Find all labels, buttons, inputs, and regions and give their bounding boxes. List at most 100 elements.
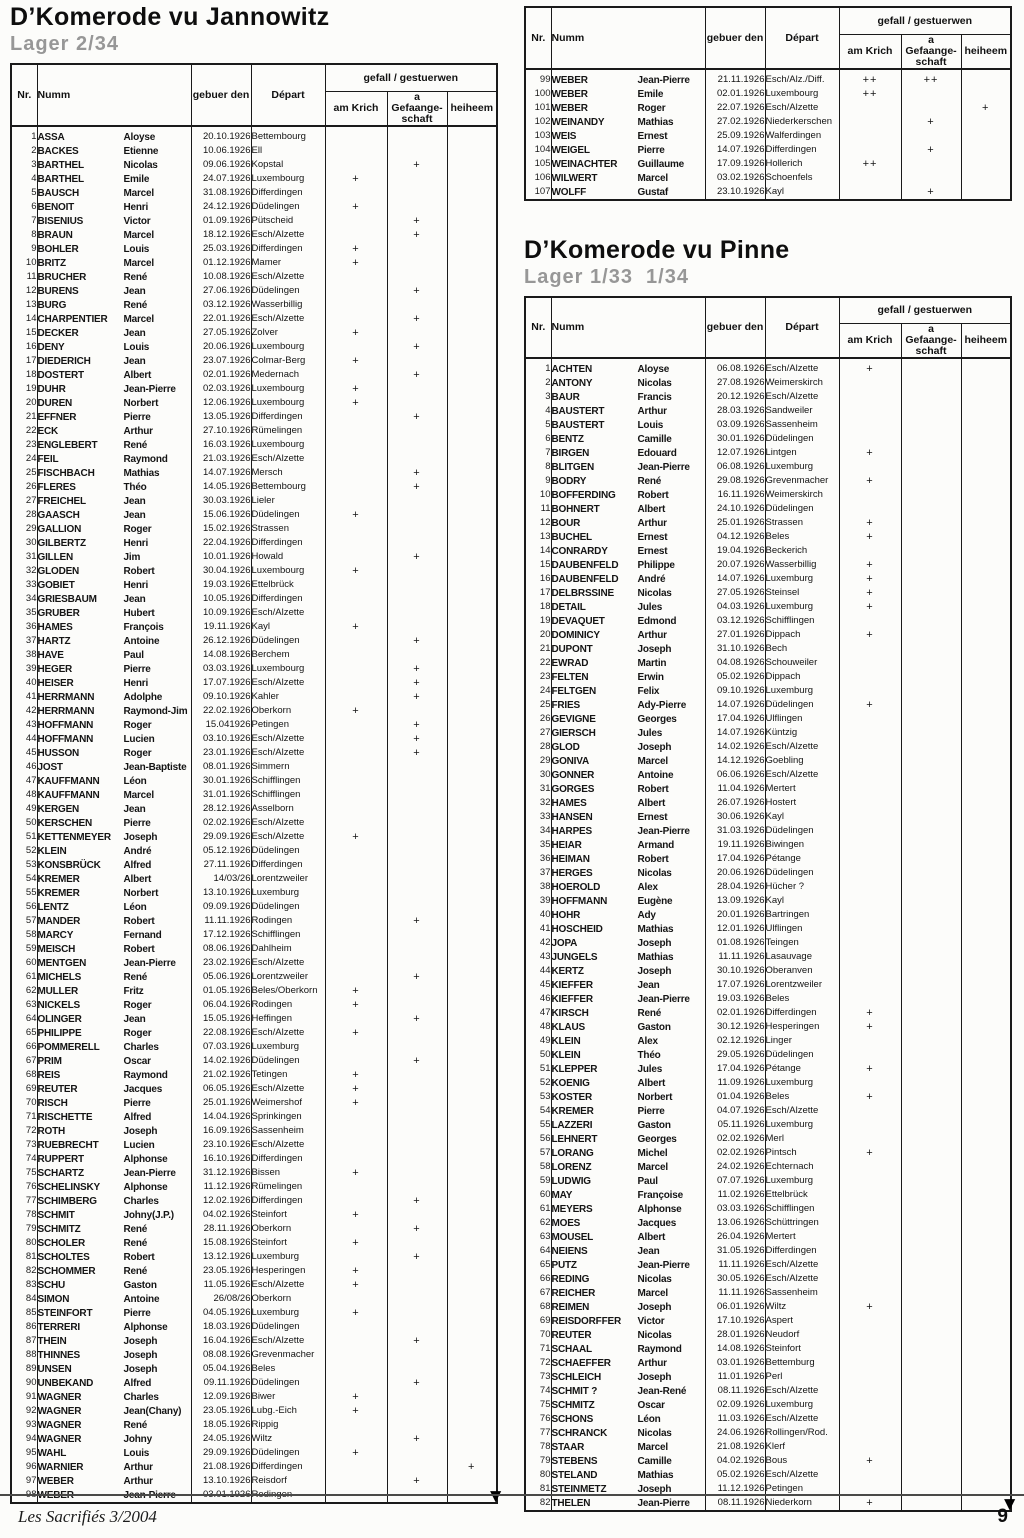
table-row: 64 NEIENS Jean 31.05.1926 Differdingen	[525, 1244, 1012, 1258]
given-name: Ady-Pierre	[637, 700, 687, 711]
given-name: Louis	[123, 341, 150, 353]
row-number: 83	[25, 1278, 37, 1290]
mark-am-krich	[838, 810, 901, 824]
given-name: Joseph	[123, 831, 158, 843]
mark-am-krich	[838, 1188, 901, 1202]
name-cell: SCHMITZ René	[36, 1221, 191, 1236]
given-name: Marcel	[637, 172, 669, 184]
mark-heiheem	[446, 1011, 498, 1026]
surname: WAHL	[37, 1447, 67, 1459]
row-number: 18	[539, 601, 551, 612]
surname: UNSEN	[37, 1363, 72, 1375]
col-header-nr: Nr.	[525, 296, 551, 359]
birth-date: 12.09.1926	[190, 1389, 251, 1404]
birth-date: 02.09.1926	[704, 1398, 765, 1412]
table-row: 74 SCHMIT ? Jean-René 08.11.1926 Esch/Alzett…	[525, 1384, 1012, 1398]
name-cell: BRAUN Marcel	[36, 227, 191, 242]
row-number: 95	[25, 1446, 37, 1458]
given-name: Jean	[123, 593, 146, 605]
given-name: Jean-Pierre	[637, 74, 690, 86]
birth-date: 14.07.1926	[704, 698, 765, 712]
mark-heiheem	[446, 815, 498, 830]
mark-gefaangeschaft	[900, 1230, 961, 1244]
depart-place: Bartringen	[764, 908, 839, 922]
mark-gefaangeschaft	[900, 1440, 961, 1454]
surname: SCHONS	[551, 1414, 594, 1425]
mark-heiheem	[960, 642, 1012, 656]
birth-date: 11.05.1926	[190, 1277, 251, 1292]
table-row: 38 HAVE Paul 14.08.1926 Berchem	[11, 647, 498, 662]
name-cell: MARCY Fernand	[36, 927, 191, 942]
given-name: Mathias	[637, 116, 674, 128]
given-name: Léon	[123, 775, 147, 787]
row-number: 43	[539, 951, 551, 962]
depart-place: Esch/Alzette	[250, 1277, 325, 1292]
given-name: Philippe	[637, 560, 675, 571]
given-name: Jean	[637, 1246, 660, 1257]
surname: STEBENS	[551, 1456, 598, 1467]
table-row: 8 BRAUN Marcel 18.12.1926 Esch/Alzette +	[11, 227, 498, 242]
mark-gefaangeschaft	[900, 978, 961, 992]
given-name: Nicolas	[637, 1330, 672, 1341]
given-name: Eugène	[637, 896, 673, 907]
name-cell: REIS Raymond	[36, 1067, 191, 1082]
table-row: 35 HEIAR Armand 19.11.1926 Biwingen	[525, 838, 1012, 852]
mark-am-krich: +	[324, 997, 387, 1012]
birth-date: 30.01.1926	[190, 773, 251, 788]
name-cell: KIRSCH René	[550, 1006, 705, 1020]
surname: HERGES	[551, 868, 593, 879]
mark-am-krich: +	[324, 381, 387, 396]
name-cell: BODRY René	[550, 474, 705, 488]
mark-heiheem	[446, 1473, 498, 1488]
birth-date: 29.09.1926	[190, 1445, 251, 1460]
depart-place: Beles	[250, 1361, 325, 1376]
depart-place: Sassenheim	[764, 418, 839, 432]
col-header-gebuer-den: gebuer den	[190, 64, 251, 127]
birth-date: 30.05.1926	[704, 1272, 765, 1286]
table-row: 9 BOHLER Louis 25.03.1926 Differdingen +	[11, 241, 498, 256]
given-name: Alex	[637, 1036, 659, 1047]
mark-am-krich	[324, 675, 387, 690]
table-row: 53 KOSTER Norbert 01.04.1926 Beles +	[525, 1090, 1012, 1104]
table-row: 42 JOPA Joseph 01.08.1926 Teingen	[525, 936, 1012, 950]
name-cell: STELAND Mathias	[550, 1468, 705, 1482]
row-number: 38	[539, 881, 551, 892]
name-cell: STEINFORT Pierre	[36, 1305, 191, 1320]
table-row: 7 BISENIUS Victor 01.09.1926 Pütscheid +	[11, 213, 498, 228]
birth-date: 30.06.1926	[704, 810, 765, 824]
page-footer: Les Sacrifiés 3/2004 9	[0, 1494, 1024, 1528]
mark-gefaangeschaft	[386, 199, 447, 214]
given-name: Guillaume	[637, 158, 685, 170]
table-row: 12 BOUR Arthur 25.01.1926 Strassen +	[525, 516, 1012, 530]
given-name: Norbert	[123, 887, 159, 899]
birth-date: 14.07.1926	[704, 572, 765, 586]
mark-gefaangeschaft	[900, 600, 961, 614]
mark-heiheem	[960, 1272, 1012, 1286]
row-number: 20	[539, 629, 551, 640]
mark-gefaangeschaft: ++	[900, 68, 961, 87]
birth-date: 04.02.1926	[190, 1207, 251, 1222]
mark-am-krich	[838, 1118, 901, 1132]
mark-gefaangeschaft	[386, 1347, 447, 1362]
depart-place: Düdelingen	[250, 899, 325, 914]
right-column: Nr. Numm gebuer den Départ gefall / gestuerw…	[524, 6, 1019, 1514]
surname: REUTER	[551, 1330, 592, 1341]
mark-am-krich: +	[838, 600, 901, 614]
mark-am-krich	[324, 1375, 387, 1390]
birth-date: 14.07.1926	[704, 142, 765, 157]
surname: STEINFORT	[37, 1307, 93, 1319]
mark-heiheem	[446, 1067, 498, 1082]
surname: KREMER	[37, 873, 80, 885]
mark-am-krich	[324, 297, 387, 312]
mark-am-krich	[838, 894, 901, 908]
birth-date: 28.12.1926	[190, 801, 251, 816]
mark-am-krich	[324, 787, 387, 802]
depart-place: Esch/Alzette	[250, 955, 325, 970]
depart-place: Luxemburg	[250, 1249, 325, 1264]
birth-date: 26/08/26	[190, 1291, 251, 1306]
depart-place: Beles	[764, 530, 839, 544]
surname: KAUFFMANN	[37, 775, 100, 787]
given-name: Jean	[637, 980, 660, 991]
mark-heiheem	[446, 283, 498, 298]
surname: LEHNERT	[551, 1134, 598, 1145]
